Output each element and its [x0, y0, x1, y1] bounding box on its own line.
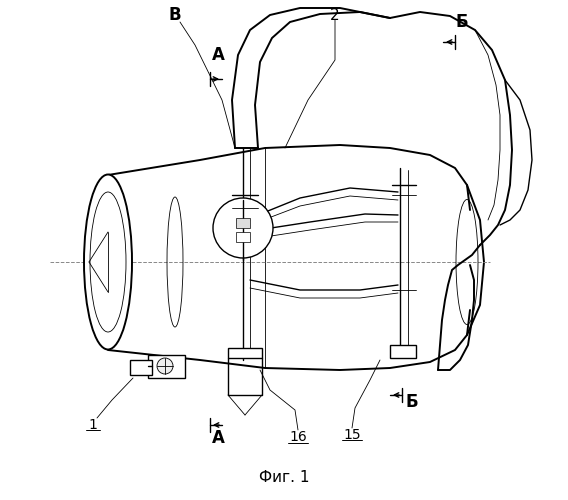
Text: Б: Б — [406, 393, 418, 411]
Text: 16: 16 — [289, 430, 307, 444]
Text: А: А — [211, 46, 224, 64]
Polygon shape — [148, 355, 185, 378]
Ellipse shape — [84, 174, 132, 350]
Circle shape — [157, 358, 173, 374]
Text: Б: Б — [456, 13, 468, 31]
Text: В: В — [169, 6, 181, 24]
Polygon shape — [236, 232, 250, 242]
Text: 2: 2 — [330, 8, 340, 22]
Text: 1: 1 — [89, 418, 98, 432]
Text: 15: 15 — [343, 428, 361, 442]
Polygon shape — [130, 360, 152, 375]
Polygon shape — [390, 345, 416, 358]
Polygon shape — [228, 348, 262, 358]
Text: А: А — [211, 429, 224, 447]
Polygon shape — [236, 218, 250, 228]
Circle shape — [213, 198, 273, 258]
Text: Фиг. 1: Фиг. 1 — [259, 470, 309, 486]
